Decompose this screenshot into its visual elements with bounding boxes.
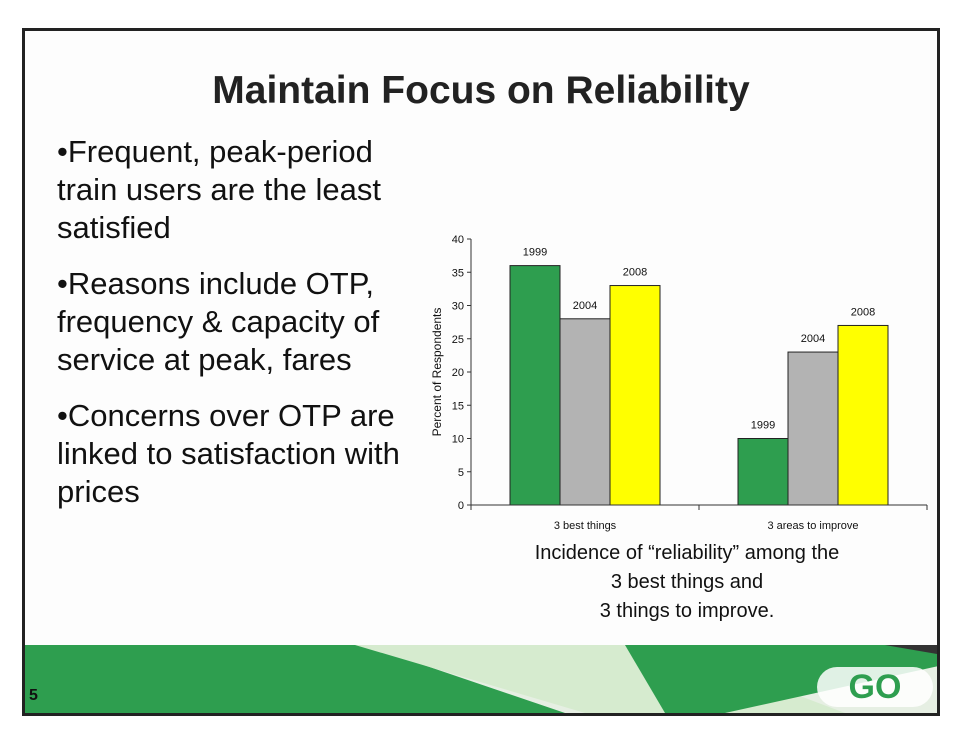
slide-number: 5	[29, 687, 38, 704]
y-axis-label: Percent of Respondents	[430, 308, 444, 437]
footer-green-stripe	[25, 645, 565, 713]
bar-label: 2008	[851, 306, 875, 318]
bar-label: 1999	[523, 247, 547, 259]
footer-green-stripe-right	[625, 645, 937, 713]
y-tick-label: 30	[452, 301, 464, 313]
caption-line: 3 best things and	[610, 571, 764, 593]
y-tick-label: 25	[452, 334, 464, 346]
svg-text:GO: GO	[849, 668, 902, 706]
slide: Maintain Focus on Reliability •Frequent,…	[22, 28, 940, 716]
y-tick-label: 15	[452, 400, 464, 412]
go-logo: GO	[817, 667, 933, 707]
bullet-item: •Concerns over OTP are linked to satisfa…	[57, 398, 400, 509]
bar	[787, 351, 839, 506]
bar-label: 2008	[623, 267, 647, 279]
x-tick-label: 3 best things	[554, 520, 617, 532]
bullet-list: •Frequent, peak-period train users are t…	[57, 133, 417, 529]
bar	[837, 324, 889, 506]
chart-caption: Incidence of “reliability” among the 3 b…	[477, 539, 897, 626]
caption-line: 3 things to improve.	[599, 600, 775, 622]
x-axis: 3 best things 3 areas to improve	[470, 504, 928, 532]
bars: 1999 2004 2008 1999 2004 2008	[509, 247, 889, 506]
bullet-item: •Frequent, peak-period train users are t…	[57, 134, 381, 245]
bar-chart: 0 5 10 15 20 25 30 35 40 1999 2004 2008 1999 2004 200…	[427, 199, 937, 539]
bar-label: 1999	[751, 420, 775, 432]
y-tick-label: 20	[452, 367, 464, 379]
bar	[559, 318, 611, 506]
y-tick-label: 40	[452, 234, 464, 246]
bar-chart-svg: 0 5 10 15 20 25 30 35 40 1999 2004 2008 1999 2004 200…	[430, 234, 928, 532]
y-tick-label: 0	[458, 500, 464, 512]
bar-label: 2004	[573, 300, 597, 312]
y-tick-label: 35	[452, 267, 464, 279]
slide-title: Maintain Focus on Reliability	[212, 69, 750, 112]
bar-label: 2004	[801, 333, 825, 345]
bar	[609, 285, 661, 506]
y-tick-label: 5	[458, 467, 464, 479]
bullet-item: •Reasons include OTP, frequency & capaci…	[57, 266, 380, 377]
bar	[737, 438, 789, 506]
x-tick-label: 3 areas to improve	[767, 520, 858, 532]
y-axis: 0 5 10 15 20 25 30 35 40	[452, 234, 472, 512]
caption-line: Incidence of “reliability” among the	[534, 542, 840, 564]
bar	[509, 265, 561, 506]
y-tick-label: 10	[452, 434, 464, 446]
footer-band: GO 5	[25, 645, 937, 713]
footer-graphic: GO	[25, 645, 937, 713]
